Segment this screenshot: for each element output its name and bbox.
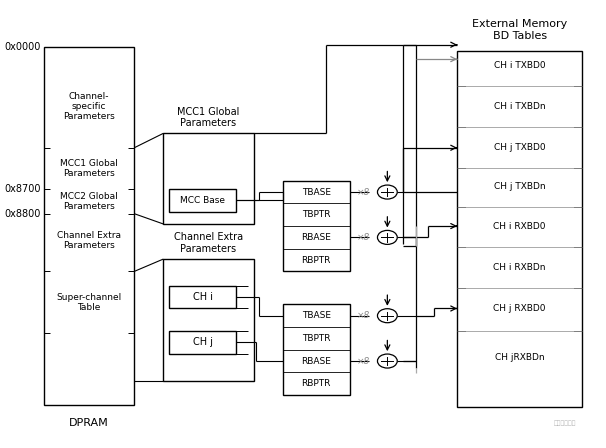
FancyBboxPatch shape — [169, 286, 236, 309]
Text: MCC1 Global
Parameters: MCC1 Global Parameters — [178, 107, 239, 129]
Text: CH j TXBD0: CH j TXBD0 — [494, 143, 545, 152]
Text: TBASE: TBASE — [302, 188, 331, 197]
Text: CH i: CH i — [193, 292, 213, 302]
Text: TBASE: TBASE — [302, 311, 331, 320]
Text: MCC2 Global
Parameters: MCC2 Global Parameters — [61, 192, 118, 211]
Text: TBPTR: TBPTR — [302, 210, 330, 219]
Text: TBPTR: TBPTR — [302, 334, 330, 343]
Text: 0x8800: 0x8800 — [5, 209, 41, 219]
FancyBboxPatch shape — [282, 304, 350, 395]
Text: CH i TXBD0: CH i TXBD0 — [494, 61, 545, 70]
FancyBboxPatch shape — [164, 259, 253, 381]
Text: DPRAM: DPRAM — [69, 418, 109, 428]
Text: 0x8700: 0x8700 — [5, 184, 41, 194]
Text: RBPTR: RBPTR — [301, 379, 331, 388]
FancyBboxPatch shape — [457, 51, 582, 407]
FancyBboxPatch shape — [44, 47, 135, 405]
Text: CH j RXBD0: CH j RXBD0 — [493, 304, 546, 313]
Text: Channel Extra
Parameters: Channel Extra Parameters — [57, 231, 121, 250]
FancyBboxPatch shape — [169, 331, 236, 354]
FancyBboxPatch shape — [169, 189, 236, 211]
Text: 0x0000: 0x0000 — [5, 42, 41, 52]
Text: MCC1 Global
Parameters: MCC1 Global Parameters — [60, 159, 118, 178]
Text: ×8: ×8 — [356, 357, 370, 366]
Text: MCC Base: MCC Base — [180, 196, 225, 205]
Text: ×8: ×8 — [356, 311, 370, 320]
Text: 电子工程世界: 电子工程世界 — [554, 420, 576, 426]
Text: Channel-
specific
Parameters: Channel- specific Parameters — [64, 92, 115, 121]
Text: CH j TXBDn: CH j TXBDn — [494, 182, 545, 191]
Text: External Memory
BD Tables: External Memory BD Tables — [472, 19, 567, 41]
Text: RBPTR: RBPTR — [301, 255, 331, 265]
Text: Super-channel
Table: Super-channel Table — [56, 293, 122, 312]
Text: ×8: ×8 — [356, 188, 370, 197]
Text: CH i RXBDn: CH i RXBDn — [493, 263, 546, 272]
Text: RBASE: RBASE — [301, 233, 331, 242]
Text: RBASE: RBASE — [301, 357, 331, 366]
Text: Channel Extra
Parameters: Channel Extra Parameters — [174, 233, 243, 254]
FancyBboxPatch shape — [282, 181, 350, 271]
Text: CH i TXBDn: CH i TXBDn — [494, 102, 545, 111]
Text: CH j: CH j — [193, 337, 213, 348]
FancyBboxPatch shape — [164, 134, 253, 224]
Text: CH i RXBD0: CH i RXBD0 — [493, 222, 546, 231]
Text: CH jRXBDn: CH jRXBDn — [495, 353, 545, 362]
Text: ×8: ×8 — [356, 233, 370, 242]
